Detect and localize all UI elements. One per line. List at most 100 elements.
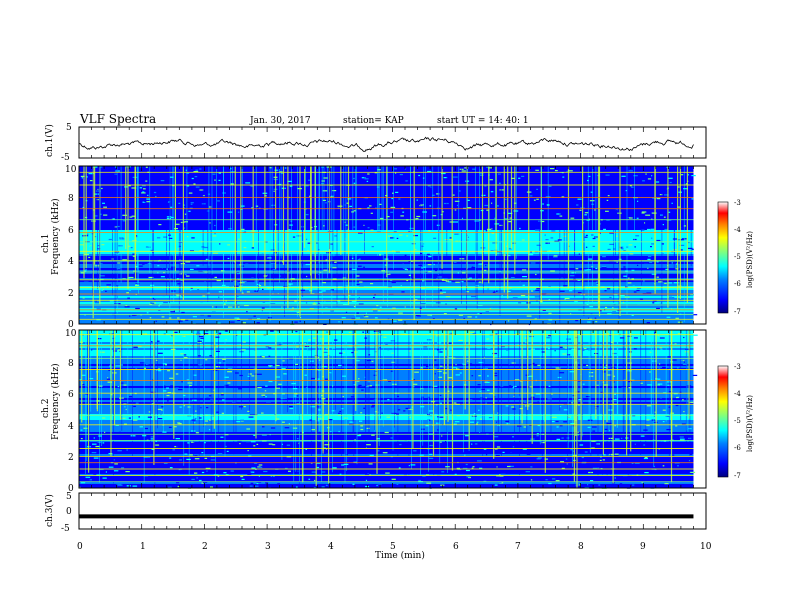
spectrogram-speckle bbox=[420, 303, 426, 305]
spectrogram-speckle bbox=[665, 268, 669, 270]
spectrogram-speckle bbox=[117, 450, 122, 452]
spectrogram-streak bbox=[352, 166, 354, 294]
spectrogram-streak bbox=[521, 330, 523, 424]
spectrogram-speckle bbox=[130, 435, 136, 437]
spectrogram-speckle bbox=[493, 436, 499, 438]
spectrogram-speckle bbox=[320, 484, 322, 486]
spectrogram-speckle bbox=[693, 334, 698, 336]
spectrogram-streak bbox=[410, 166, 411, 308]
spectrogram-band bbox=[79, 300, 694, 303]
spectrogram-speckle bbox=[680, 174, 684, 176]
spectrogram-speckle bbox=[122, 214, 127, 216]
spectrogram-speckle bbox=[408, 230, 412, 233]
spectrogram-speckle bbox=[488, 167, 493, 169]
spectrogram-streak bbox=[610, 330, 611, 475]
spectrogram-speckle bbox=[418, 479, 421, 482]
spectrogram-speckle bbox=[683, 225, 686, 227]
spectrogram-speckle bbox=[157, 368, 161, 370]
spectrogram-streak bbox=[606, 330, 608, 423]
spectrogram-speckle bbox=[623, 275, 627, 277]
spectrogram-speckle bbox=[236, 430, 241, 432]
spectrogram-speckle bbox=[284, 167, 287, 169]
spectrogram-speckle bbox=[204, 442, 206, 444]
spectrogram-streak bbox=[654, 166, 656, 282]
spectrogram-speckle bbox=[251, 277, 254, 279]
spectrogram-speckle bbox=[413, 235, 418, 237]
spectrogram-speckle bbox=[187, 382, 193, 384]
spectrogram-speckle bbox=[166, 268, 168, 270]
spectrogram-speckle bbox=[529, 175, 534, 177]
spectrogram-speckle bbox=[247, 410, 250, 412]
spectrogram-speckle bbox=[675, 404, 679, 407]
spectrogram-speckle bbox=[631, 278, 634, 280]
spectrogram-speckle bbox=[581, 383, 585, 385]
spectrogram-speckle bbox=[376, 231, 381, 233]
spectrogram-speckle bbox=[577, 484, 581, 486]
spectrogram-speckle bbox=[280, 172, 284, 174]
spectrogram-speckle bbox=[662, 440, 664, 442]
spectrogram-speckle bbox=[625, 190, 627, 192]
spectrogram-speckle bbox=[666, 219, 672, 221]
spectrogram-speckle bbox=[282, 360, 285, 362]
spectrogram-speckle bbox=[467, 360, 469, 362]
spectrogram-speckle bbox=[584, 214, 587, 216]
spectrogram-speckle bbox=[370, 212, 373, 214]
spectrogram-speckle bbox=[563, 174, 568, 176]
spectrogram-speckle bbox=[666, 314, 671, 316]
spectrogram-speckle bbox=[150, 296, 152, 299]
spectrogram-speckle bbox=[330, 431, 332, 433]
spectrogram-streak bbox=[210, 330, 212, 454]
spectrogram-streak bbox=[581, 330, 583, 445]
spectrogram-band bbox=[79, 354, 694, 357]
spectrogram-streak bbox=[344, 330, 346, 483]
spectrogram-speckle bbox=[655, 181, 660, 183]
spectrogram-speckle bbox=[200, 460, 203, 463]
ch1-colorbar: -3 -4 -5 -6 -7 log(PSD)(V²/Hz) bbox=[717, 199, 754, 316]
spectrogram-speckle bbox=[378, 309, 381, 311]
spectrogram-speckle bbox=[332, 278, 338, 280]
spectrogram-speckle bbox=[632, 360, 634, 362]
spectrogram-band bbox=[79, 408, 694, 411]
spectrogram-speckle bbox=[295, 486, 298, 488]
spectrogram-speckle bbox=[220, 436, 224, 438]
spectrogram-speckle bbox=[102, 202, 105, 204]
spectrogram-speckle bbox=[208, 206, 212, 208]
spectrogram-streak bbox=[353, 330, 355, 471]
spectrogram-speckle bbox=[663, 216, 666, 218]
spectrogram-speckle bbox=[95, 300, 97, 302]
spectrogram-speckle bbox=[158, 309, 161, 311]
spectrogram-speckle bbox=[299, 320, 301, 322]
spectrogram-speckle bbox=[314, 173, 320, 175]
spectrogram-streak bbox=[301, 166, 303, 267]
spectrogram-band bbox=[79, 364, 694, 367]
spectrogram-speckle bbox=[603, 454, 606, 456]
spectrogram-speckle bbox=[279, 203, 285, 205]
spectrogram-speckle bbox=[259, 287, 261, 289]
spectrogram-speckle bbox=[677, 465, 679, 467]
spectrogram-speckle bbox=[426, 366, 429, 368]
spectrogram-speckle bbox=[488, 417, 493, 419]
spectrogram-speckle bbox=[487, 347, 491, 349]
spectrogram-speckle bbox=[625, 286, 628, 288]
spectrogram-speckle bbox=[408, 274, 411, 276]
spectrogram-speckle bbox=[238, 238, 240, 240]
spectrogram-speckle bbox=[128, 276, 134, 279]
spectrogram-band bbox=[79, 460, 694, 463]
ch1-ylabel: ch.1(V) bbox=[44, 124, 55, 157]
spectrogram-speckle bbox=[223, 360, 226, 362]
spectrogram-speckle bbox=[190, 430, 196, 432]
spectrogram-streak bbox=[501, 166, 502, 271]
spectrogram-speckle bbox=[268, 380, 273, 383]
spectrogram-streak bbox=[264, 166, 266, 287]
spectrogram-speckle bbox=[237, 295, 239, 297]
spectrogram-speckle bbox=[79, 486, 81, 488]
spectrogram-speckle bbox=[359, 434, 362, 436]
spectrogram-speckle bbox=[179, 370, 183, 372]
spectrogram-speckle bbox=[443, 372, 448, 374]
spectrogram-streak bbox=[96, 330, 98, 412]
spectrogram-streak bbox=[215, 330, 216, 482]
spectrogram-speckle bbox=[641, 481, 643, 484]
spectrogram-speckle bbox=[499, 336, 502, 338]
spectrogram-speckle bbox=[584, 269, 588, 271]
